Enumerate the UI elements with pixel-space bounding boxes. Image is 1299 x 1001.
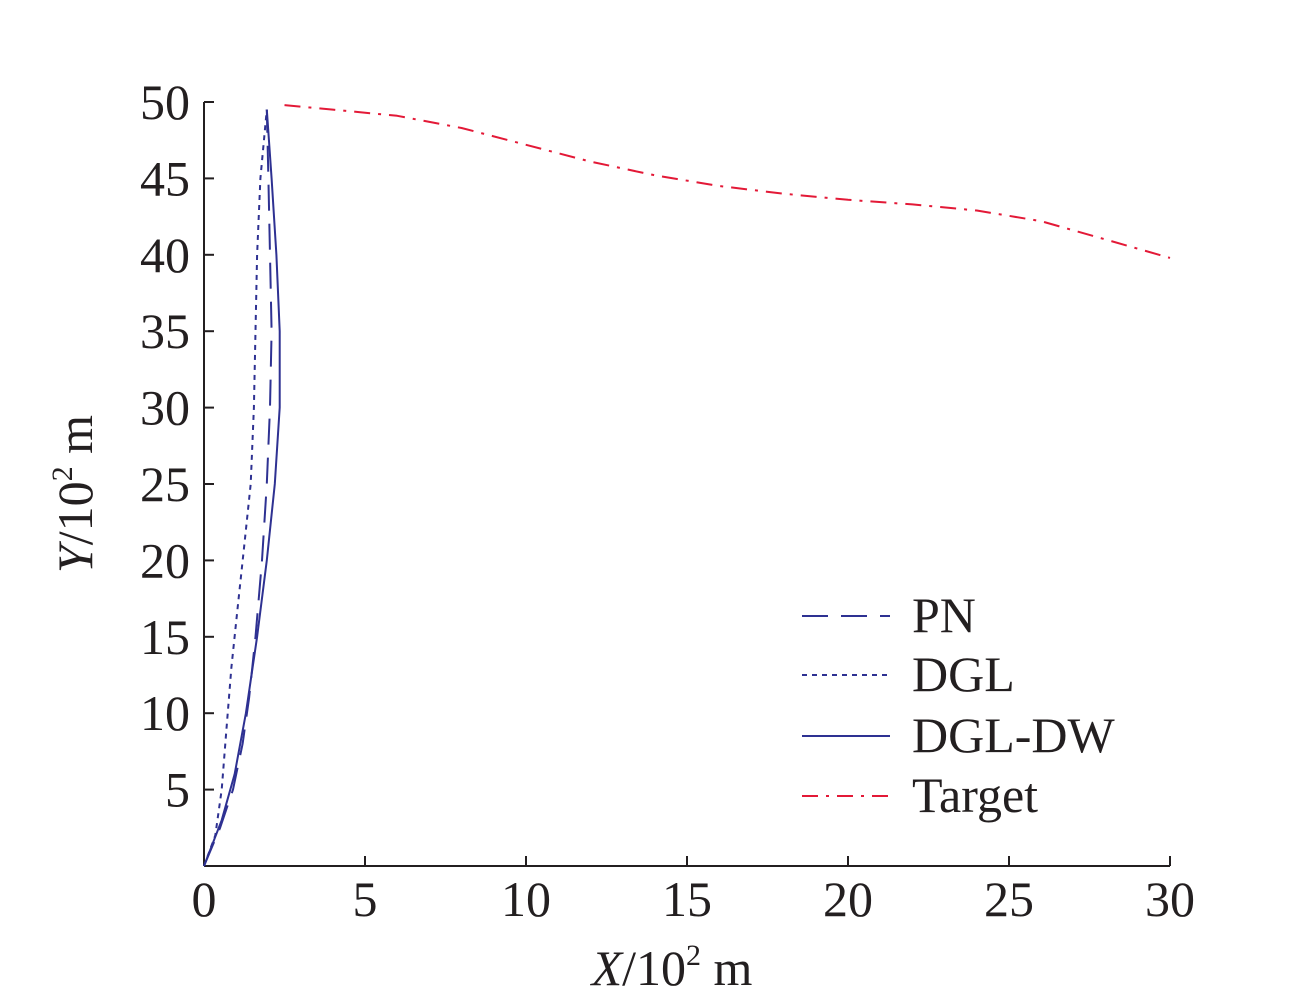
x-tick-label: 20 <box>823 871 873 927</box>
series-line-pn <box>203 109 273 867</box>
x-tick-label: 10 <box>501 871 551 927</box>
legend-label-pn: PN <box>912 587 976 643</box>
x-tick-label: 25 <box>984 871 1034 927</box>
y-tick-label: 45 <box>140 150 190 206</box>
y-axis-title: Y/102 m <box>46 415 103 573</box>
y-tick-label: 30 <box>140 380 190 436</box>
y-tick-label: 5 <box>165 762 190 818</box>
y-tick-label: 25 <box>140 456 190 512</box>
y-tick-label: 20 <box>140 532 190 588</box>
plot-area <box>203 104 1171 867</box>
x-tick-label: 15 <box>662 871 712 927</box>
legend-label-dgl-dw: DGL-DW <box>912 707 1116 763</box>
legend: PN DGL DGL-DW Target <box>802 587 1116 823</box>
y-tick-label: 15 <box>140 609 190 665</box>
legend-label-dgl: DGL <box>912 646 1015 702</box>
y-tick-label: 40 <box>140 227 190 283</box>
series-line-dgl <box>203 109 268 867</box>
x-tick-label: 5 <box>353 871 378 927</box>
y-tick-label: 35 <box>140 303 190 359</box>
series-line-dgl-dw <box>203 109 281 867</box>
x-axis-title: X/102 m <box>590 939 753 996</box>
y-tick-label: 10 <box>140 685 190 741</box>
y-tick-label: 50 <box>140 74 190 130</box>
series-line-target <box>284 104 1171 259</box>
legend-label-target: Target <box>912 767 1038 823</box>
x-tick-label: 30 <box>1145 871 1195 927</box>
x-tick-label: 0 <box>192 871 217 927</box>
